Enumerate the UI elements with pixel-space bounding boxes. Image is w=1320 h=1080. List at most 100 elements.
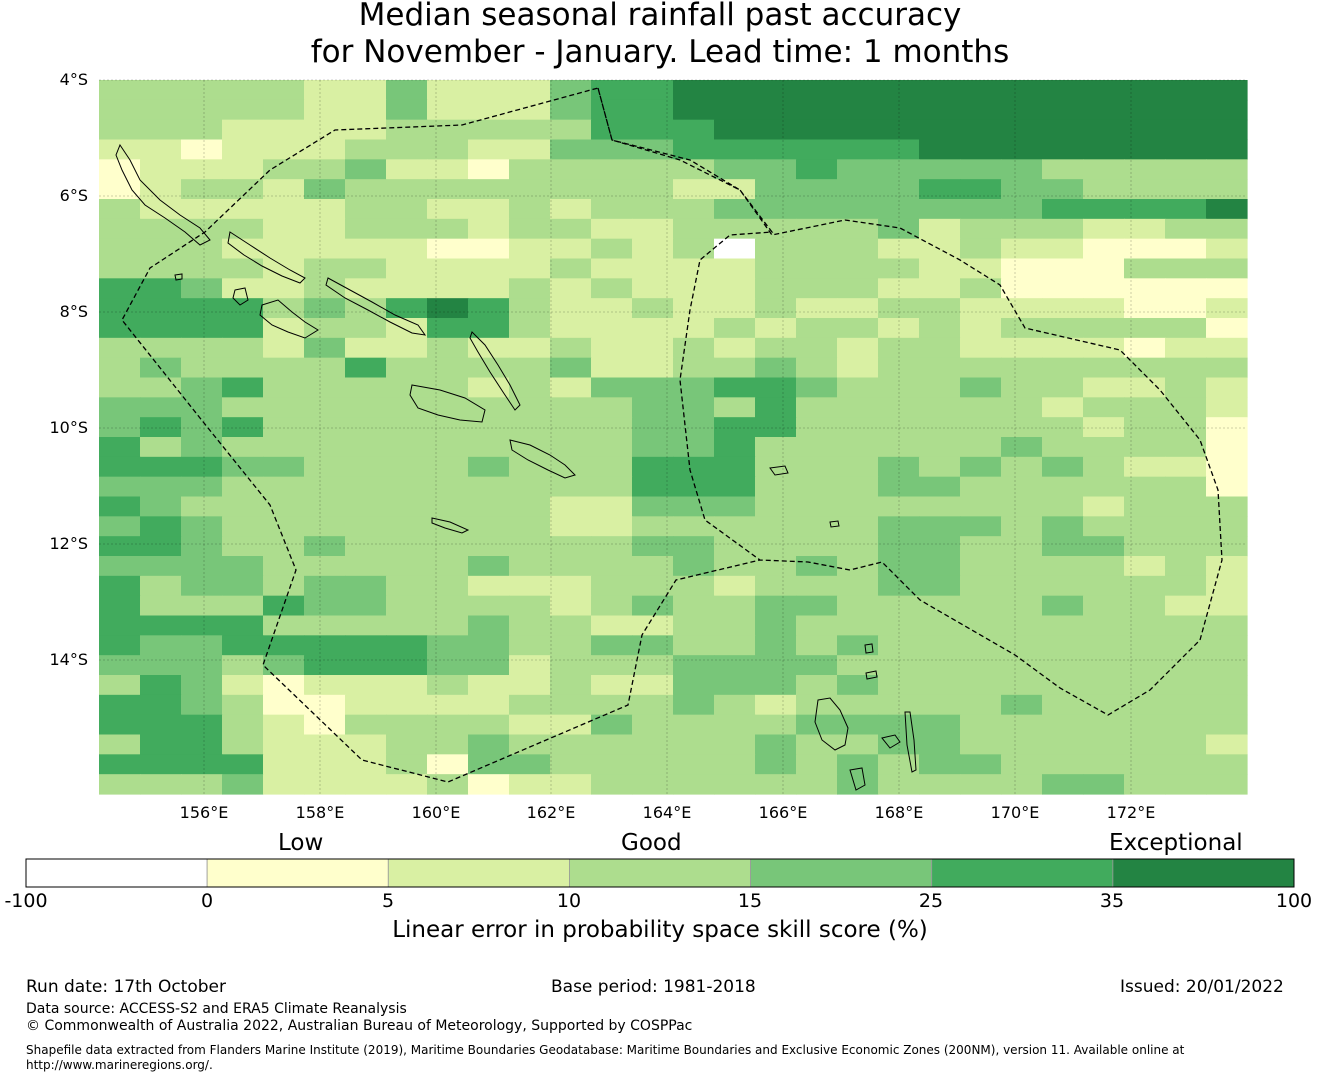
grid-cell — [1001, 456, 1043, 478]
grid-cell — [99, 119, 141, 141]
grid-cell — [1206, 476, 1248, 498]
grid-cell — [960, 377, 1002, 398]
grid-cell — [755, 476, 797, 498]
grid-cell — [468, 278, 510, 299]
grid-cell — [181, 199, 223, 220]
grid-cell — [1042, 476, 1084, 498]
islands — [115, 143, 917, 791]
grid-cell — [99, 139, 141, 160]
grid-cell — [878, 456, 920, 478]
grid-cell — [673, 318, 715, 339]
grid-cell — [878, 595, 920, 617]
grid-cell — [345, 159, 387, 180]
grid-cell — [263, 199, 305, 220]
grid-cell — [1083, 516, 1125, 537]
grid-cell — [632, 258, 674, 279]
grid-cell — [1083, 278, 1125, 299]
grid-cell — [99, 179, 141, 200]
grid-cell — [550, 536, 592, 557]
grid-cell — [919, 417, 961, 438]
grid-cell — [1206, 536, 1248, 557]
grid-cell — [1206, 417, 1248, 438]
grid-cell — [427, 655, 469, 676]
grid-cell — [468, 139, 510, 160]
grid-cell — [304, 595, 346, 617]
grid-cell — [140, 159, 182, 180]
grid-cell — [427, 80, 469, 101]
grid-cell — [1124, 337, 1166, 359]
grid-cell — [509, 159, 551, 180]
grid-cell — [181, 575, 223, 597]
grid-cell — [755, 575, 797, 597]
grid-cell — [140, 635, 182, 656]
grid-cell — [427, 417, 469, 438]
grid-cell — [960, 337, 1002, 359]
grid-cell — [427, 298, 469, 319]
grid-cell — [509, 99, 551, 121]
grid-cell — [673, 238, 715, 260]
grid-cell — [427, 476, 469, 498]
grid-cell — [181, 119, 223, 141]
grid-cell — [140, 119, 182, 141]
grid-cell — [919, 694, 961, 716]
grid-cell — [140, 80, 182, 101]
grid-cell — [878, 496, 920, 517]
lat-label-10s: 10°S — [49, 418, 88, 437]
grid-cell — [919, 476, 961, 498]
grid-cell — [550, 318, 592, 339]
grid-cell — [1042, 119, 1084, 141]
grid-cell — [1124, 536, 1166, 557]
grid-cell — [468, 99, 510, 121]
colorbar-tick: 0 — [200, 890, 214, 912]
grid-cell — [304, 417, 346, 438]
grid-cell — [878, 218, 920, 240]
grid-cell — [181, 595, 223, 617]
grid-cell — [714, 714, 756, 736]
grid-cell — [919, 357, 961, 379]
grid-cell — [550, 714, 592, 736]
lon-label-170e: 170°E — [990, 803, 1040, 822]
grid-cell — [1124, 199, 1166, 220]
grid-cell — [960, 139, 1002, 160]
grid-cell — [550, 337, 592, 359]
island-banks — [864, 643, 874, 654]
grid-cell — [427, 437, 469, 458]
grid-cell — [714, 516, 756, 537]
grid-cell — [509, 417, 551, 438]
grid-cell — [1165, 199, 1207, 220]
grid-cell — [345, 595, 387, 617]
grid-cell — [1042, 258, 1084, 279]
grid-cell — [304, 536, 346, 557]
grid-cell — [714, 734, 756, 755]
grid-cell — [919, 99, 961, 121]
grid-cell — [796, 377, 838, 398]
grid-cell — [1001, 80, 1043, 101]
grid-cell — [304, 258, 346, 279]
grid-cell — [919, 437, 961, 458]
grid-cell — [345, 754, 387, 775]
grid-cell — [181, 694, 223, 716]
grid-cell — [304, 437, 346, 458]
grid-cell — [1083, 119, 1125, 141]
grid-cell — [345, 437, 387, 458]
grid-cell — [427, 99, 469, 121]
grid-cell — [550, 397, 592, 418]
grid-cell — [222, 159, 264, 180]
grid-cell — [509, 298, 551, 319]
grid-cell — [386, 734, 428, 755]
grid-cell — [919, 80, 961, 101]
grid-cell — [714, 655, 756, 676]
grid-cell — [509, 615, 551, 636]
grid-cell — [1124, 159, 1166, 180]
grid-cell — [140, 734, 182, 755]
grid-cell — [1001, 615, 1043, 636]
grid-cell — [468, 80, 510, 101]
grid-cell — [632, 377, 674, 398]
grid-cell — [345, 635, 387, 656]
grid-cell — [878, 397, 920, 418]
grid-cell — [837, 635, 879, 656]
grid-cell — [1001, 159, 1043, 180]
grid-cell — [99, 556, 141, 577]
grid-cell — [796, 258, 838, 279]
